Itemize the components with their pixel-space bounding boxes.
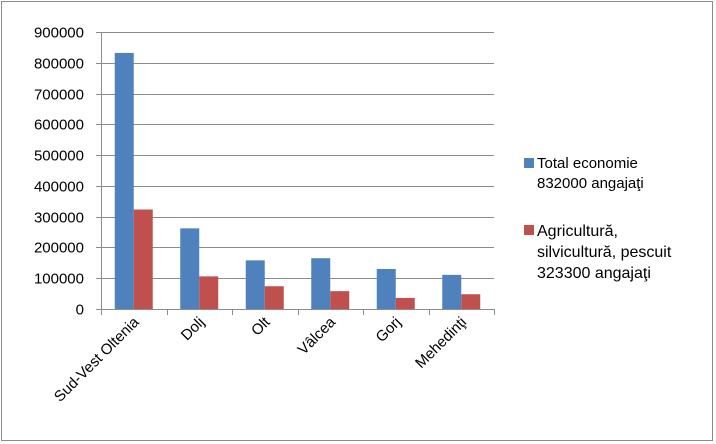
x-tick-label: Vâlcea: [295, 313, 340, 358]
legend-item-total-economie: Total economie 832000 angajaţi: [524, 154, 714, 194]
bar: [330, 291, 350, 309]
y-tick-label: 100000: [34, 271, 84, 288]
y-tick-label: 600000: [34, 117, 84, 134]
y-tick-label: 700000: [34, 87, 84, 104]
bar: [133, 209, 153, 309]
bar: [114, 52, 134, 309]
legend-item-agricultura: Agricultură, silvicultură, pescuit 32330…: [524, 221, 714, 284]
bar: [245, 260, 265, 309]
bar: [264, 286, 284, 309]
legend: Total economie 832000 angajaţi Agricultu…: [524, 154, 714, 284]
legend-swatch-total-economie: [524, 158, 534, 168]
y-tick-label: 0: [76, 302, 84, 319]
x-tick-label: Mehedinţi: [412, 314, 470, 372]
x-tick-label: Sud-Vest Oltenia: [51, 313, 143, 405]
y-tick-label: 200000: [34, 240, 84, 257]
y-tick-label: 500000: [34, 148, 84, 165]
y-tick-label: 400000: [34, 179, 84, 196]
y-tick-label: 800000: [34, 56, 84, 73]
bar: [376, 268, 396, 309]
legend-label-total-economie: Total economie 832000 angajaţi: [537, 155, 644, 192]
y-tick-label: 300000: [34, 210, 84, 227]
legend-label-agricultura: Agricultură, silvicultură, pescuit 32330…: [537, 223, 672, 282]
bar: [395, 297, 415, 309]
bar: [442, 274, 462, 309]
bar: [311, 258, 331, 309]
legend-swatch-agricultura: [524, 225, 534, 235]
bar: [461, 294, 481, 309]
y-tick-label: 900000: [34, 25, 84, 42]
bar: [199, 276, 219, 309]
x-tick-label: Olt: [248, 313, 274, 339]
x-tick-label: Gorj: [373, 314, 405, 346]
x-tick-label: Dolj: [178, 314, 208, 344]
bar: [180, 228, 200, 309]
